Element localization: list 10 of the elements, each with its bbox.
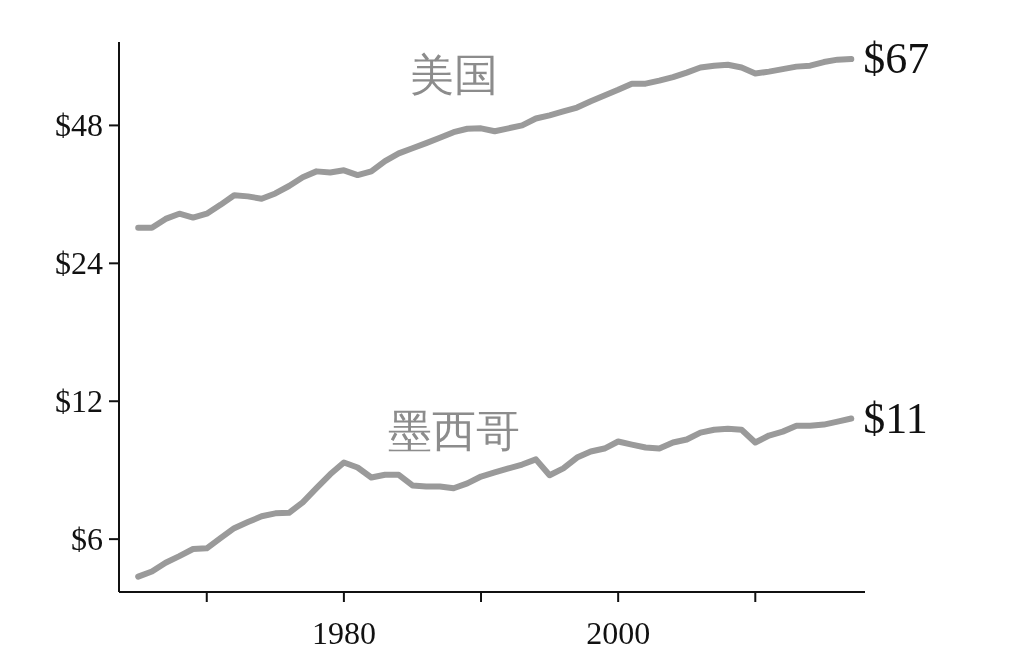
- annotation: $67: [863, 34, 930, 84]
- series-label: 墨西哥: [387, 407, 520, 457]
- y-tick-label: $6: [71, 521, 103, 558]
- y-tick-label: $24: [55, 245, 103, 282]
- y-tick-label: $48: [55, 107, 103, 144]
- series-label: 美国: [409, 51, 498, 101]
- x-tick-label: 2000: [586, 615, 651, 651]
- y-tick-label: $12: [55, 383, 103, 420]
- annotation: $11: [863, 393, 928, 443]
- x-tick-label: 1980: [311, 615, 376, 651]
